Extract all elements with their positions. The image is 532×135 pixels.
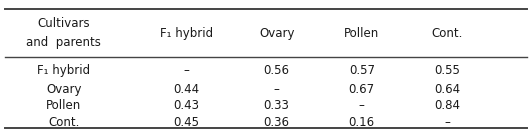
Text: 0.57: 0.57 (349, 64, 375, 77)
Text: 0.33: 0.33 (264, 99, 289, 112)
Text: Pollen: Pollen (344, 27, 379, 40)
Text: –: – (183, 64, 189, 77)
Text: 0.45: 0.45 (173, 116, 199, 129)
Text: 0.16: 0.16 (348, 116, 375, 129)
Text: Pollen: Pollen (46, 99, 81, 112)
Text: Cont.: Cont. (431, 27, 462, 40)
Text: –: – (359, 99, 365, 112)
Text: 0.67: 0.67 (348, 83, 375, 96)
Text: 0.44: 0.44 (173, 83, 200, 96)
Text: 0.84: 0.84 (434, 99, 460, 112)
Text: 0.56: 0.56 (264, 64, 289, 77)
Text: 0.64: 0.64 (434, 83, 460, 96)
Text: 0.36: 0.36 (264, 116, 289, 129)
Text: 0.43: 0.43 (173, 99, 199, 112)
Text: F₁ hybrid: F₁ hybrid (37, 64, 90, 77)
Text: –: – (444, 116, 450, 129)
Text: Ovary: Ovary (46, 83, 81, 96)
Text: Cultivars
and  parents: Cultivars and parents (27, 17, 101, 49)
Text: Cont.: Cont. (48, 116, 79, 129)
Text: Ovary: Ovary (259, 27, 294, 40)
Text: 0.55: 0.55 (434, 64, 460, 77)
Text: F₁ hybrid: F₁ hybrid (160, 27, 213, 40)
Text: –: – (273, 83, 280, 96)
